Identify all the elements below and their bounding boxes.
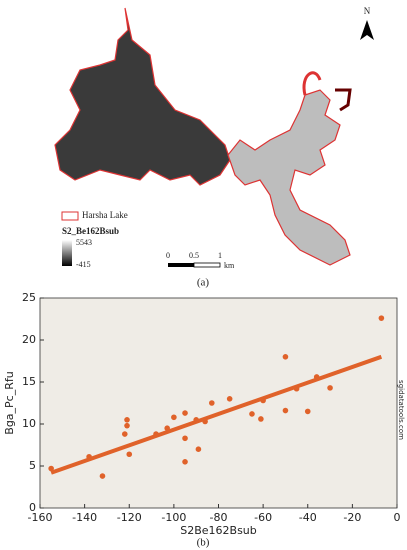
point bbox=[282, 407, 289, 414]
point bbox=[260, 397, 266, 404]
point bbox=[195, 446, 202, 453]
point bbox=[124, 417, 130, 423]
x-tick-label: -60 bbox=[254, 511, 272, 524]
color-ramp bbox=[62, 240, 72, 266]
x-tick-label: -120 bbox=[117, 511, 142, 524]
y-tick-label: 5 bbox=[29, 459, 36, 472]
lake-map bbox=[54, 7, 374, 268]
point bbox=[226, 396, 233, 402]
point bbox=[48, 465, 54, 472]
legend-min: -415 bbox=[76, 260, 91, 269]
trendline bbox=[50, 354, 383, 475]
legend-label: Harsha Lake bbox=[82, 210, 128, 220]
lake-east bbox=[227, 89, 351, 266]
point bbox=[121, 431, 128, 437]
north-arrow bbox=[360, 20, 374, 40]
x-tick-label: -140 bbox=[72, 511, 97, 524]
north-label: N bbox=[364, 6, 371, 16]
x-tick-label: -100 bbox=[161, 511, 186, 524]
scale-tick: 0.5 bbox=[189, 251, 199, 260]
point bbox=[126, 451, 133, 458]
point bbox=[293, 385, 300, 392]
point bbox=[202, 418, 208, 425]
point bbox=[304, 408, 311, 415]
point bbox=[327, 385, 333, 391]
scale-unit: km bbox=[224, 261, 235, 270]
panel-label: (a) bbox=[197, 277, 210, 289]
point bbox=[182, 410, 188, 416]
y-axis-label: Bga_Pc_Rfu bbox=[3, 371, 16, 434]
x-tick-label: -20 bbox=[343, 511, 361, 524]
point bbox=[182, 459, 188, 465]
point bbox=[313, 374, 320, 380]
y-tick-label: 20 bbox=[22, 333, 36, 346]
point bbox=[209, 400, 215, 406]
plot-area bbox=[39, 297, 398, 509]
point bbox=[124, 422, 130, 429]
x-tick-label: 0 bbox=[394, 511, 401, 524]
legend-swatch bbox=[61, 211, 79, 221]
layer-name: S2_Be162Bsub bbox=[62, 226, 119, 236]
lake-arm bbox=[335, 88, 352, 112]
point bbox=[182, 435, 188, 442]
point bbox=[99, 473, 106, 479]
lake-arm bbox=[302, 71, 322, 96]
y-tick-label: 10 bbox=[22, 417, 36, 430]
scale-tick: 0 bbox=[166, 251, 170, 260]
point bbox=[86, 453, 92, 460]
x-tick-label: -40 bbox=[299, 511, 317, 524]
point bbox=[171, 414, 177, 421]
watermark: sgidatatools.com bbox=[397, 380, 405, 440]
panel-label: (b) bbox=[197, 537, 210, 549]
scale-tick: 1 bbox=[218, 251, 222, 260]
point bbox=[378, 315, 385, 321]
point bbox=[249, 411, 255, 417]
point bbox=[258, 416, 264, 422]
point bbox=[193, 417, 199, 423]
y-tick-label: 0 bbox=[29, 501, 36, 514]
y-tick-label: 15 bbox=[22, 375, 36, 388]
y-tick-label: 25 bbox=[22, 291, 36, 304]
scale-bar bbox=[168, 263, 194, 267]
x-tick-label: -160 bbox=[28, 511, 53, 524]
scale-bar bbox=[193, 262, 221, 268]
point bbox=[282, 354, 289, 360]
lake-west bbox=[54, 7, 231, 186]
legend-max: 5543 bbox=[76, 238, 92, 247]
x-axis-label: S2Be162Bsub bbox=[180, 524, 257, 537]
point bbox=[153, 431, 159, 437]
x-tick-label: -80 bbox=[210, 511, 228, 524]
point bbox=[164, 425, 170, 432]
